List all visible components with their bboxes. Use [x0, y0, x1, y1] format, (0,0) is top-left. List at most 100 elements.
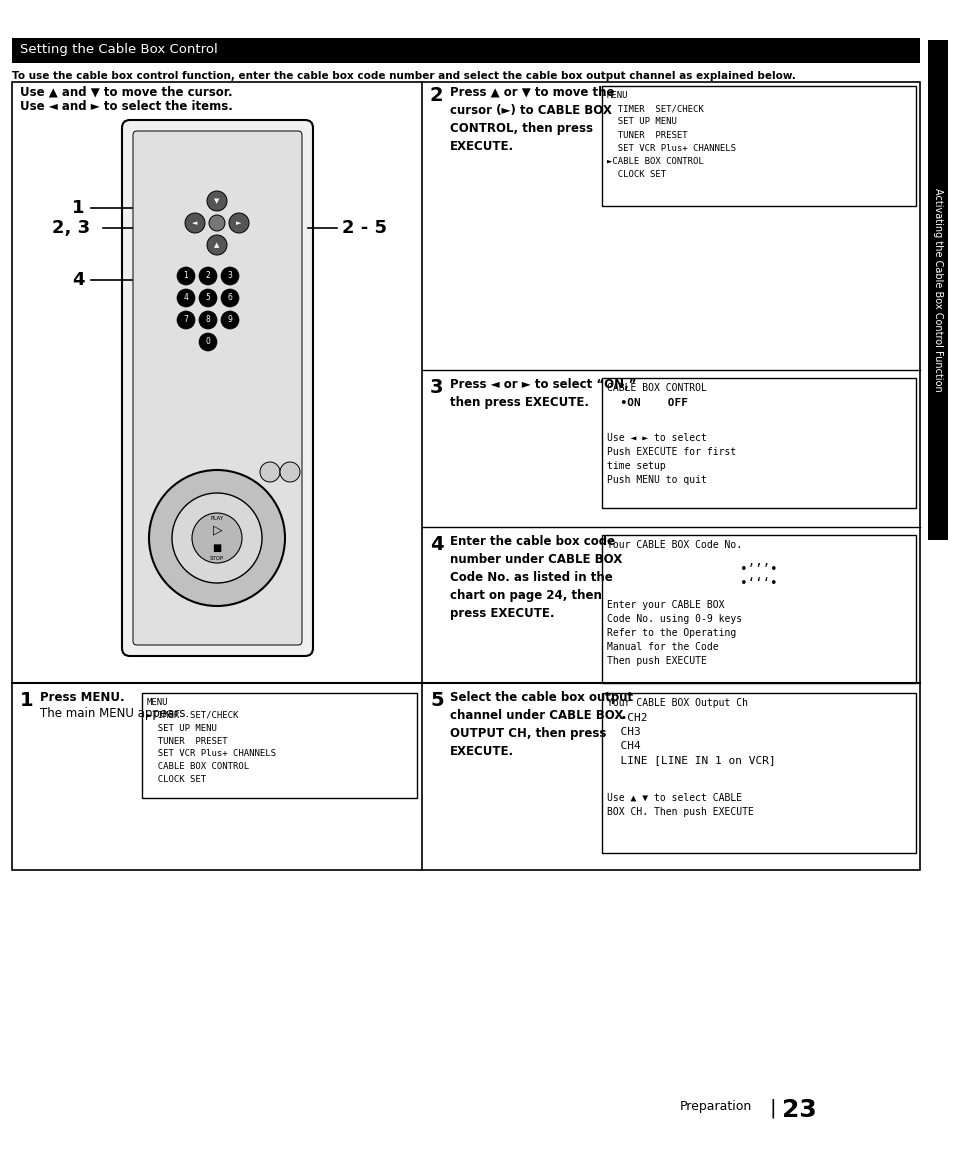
Text: ▼: ▼: [214, 198, 219, 204]
Bar: [150, 153, 234, 173]
Bar: [260, 155, 274, 169]
Text: Preparation: Preparation: [679, 1100, 752, 1114]
Bar: [256, 276, 285, 289]
Text: 3: 3: [228, 272, 233, 281]
Bar: [276, 489, 294, 503]
Text: Your CABLE BOX Output Ch: Your CABLE BOX Output Ch: [606, 698, 747, 708]
Bar: [601, 378, 915, 508]
Text: 5: 5: [430, 691, 443, 710]
Text: 8: 8: [206, 316, 211, 324]
Bar: [142, 208, 160, 220]
Text: •’’’•: •’’’•: [740, 563, 777, 576]
Text: PLAY: PLAY: [211, 515, 223, 520]
Text: •‘‘‘•: •‘‘‘•: [740, 577, 777, 590]
Bar: [166, 372, 184, 382]
Text: Activating the Cable Box Control Function: Activating the Cable Box Control Functio…: [932, 188, 942, 392]
Circle shape: [221, 311, 239, 329]
Bar: [280, 155, 294, 169]
Circle shape: [177, 289, 194, 307]
Text: ◄: ◄: [193, 220, 197, 226]
Bar: [601, 86, 915, 206]
Bar: [927, 40, 947, 540]
Text: Enter the cable box code
number under CABLE BOX
Code No. as listed in the
chart : Enter the cable box code number under CA…: [450, 535, 621, 620]
Circle shape: [221, 267, 239, 285]
Bar: [164, 410, 182, 423]
Circle shape: [199, 311, 216, 329]
Bar: [208, 428, 226, 441]
Bar: [142, 428, 160, 441]
Circle shape: [229, 213, 249, 233]
Circle shape: [192, 513, 242, 563]
Bar: [164, 392, 182, 405]
Text: ▷: ▷: [213, 524, 223, 536]
Text: 2, 3: 2, 3: [52, 219, 90, 237]
Circle shape: [185, 213, 205, 233]
Circle shape: [177, 267, 194, 285]
Circle shape: [280, 462, 299, 482]
Circle shape: [207, 191, 227, 211]
Circle shape: [199, 289, 216, 307]
Text: 1: 1: [71, 199, 85, 217]
Text: Select the cable box output
channel under CABLE BOX
OUTPUT CH, then press
EXECUT: Select the cable box output channel unde…: [450, 691, 633, 758]
Circle shape: [207, 236, 227, 255]
Text: Use ◄ and ► to select the items.: Use ◄ and ► to select the items.: [20, 100, 233, 113]
Circle shape: [149, 470, 285, 606]
Text: 1: 1: [183, 272, 188, 281]
Bar: [270, 225, 292, 237]
Bar: [12, 38, 919, 63]
Text: Press ◄ or ► to select “ON,”
then press EXECUTE.: Press ◄ or ► to select “ON,” then press …: [450, 378, 636, 409]
Text: ▲: ▲: [214, 243, 219, 248]
FancyBboxPatch shape: [132, 131, 302, 645]
Text: The main MENU appears.: The main MENU appears.: [40, 707, 189, 719]
Text: 4: 4: [430, 535, 443, 554]
Circle shape: [221, 289, 239, 307]
Circle shape: [199, 333, 216, 351]
Bar: [256, 361, 285, 374]
Text: Press ▲ or ▼ to move the
cursor (►) to CABLE BOX
CONTROL, then press
EXECUTE.: Press ▲ or ▼ to move the cursor (►) to C…: [450, 86, 614, 153]
Bar: [142, 447, 160, 459]
Text: Use ◄ ► to select
Push EXECUTE for first
time setup
Push MENU to quit: Use ◄ ► to select Push EXECUTE for first…: [606, 433, 736, 485]
Bar: [142, 451, 156, 465]
Text: 3: 3: [430, 378, 443, 396]
Bar: [186, 428, 204, 441]
Text: Press MENU.: Press MENU.: [40, 691, 125, 704]
Bar: [142, 278, 158, 288]
Circle shape: [172, 493, 262, 583]
Circle shape: [260, 462, 280, 482]
Text: To use the cable box control function, enter the cable box code number and selec: To use the cable box control function, e…: [12, 71, 795, 80]
Bar: [601, 535, 915, 683]
Bar: [186, 447, 204, 459]
Text: |: |: [769, 1098, 776, 1117]
Bar: [164, 428, 182, 441]
Text: Use ▲ ▼ to select CABLE
BOX CH. Then push EXECUTE: Use ▲ ▼ to select CABLE BOX CH. Then pus…: [606, 793, 753, 817]
Text: 6: 6: [228, 294, 233, 302]
Bar: [256, 293, 285, 305]
Text: CABLE BOX CONTROL: CABLE BOX CONTROL: [606, 382, 706, 393]
Bar: [12, 82, 919, 870]
Bar: [256, 326, 285, 340]
Bar: [256, 344, 285, 357]
Text: 2: 2: [430, 86, 443, 105]
Text: STOP: STOP: [210, 555, 224, 561]
Circle shape: [199, 267, 216, 285]
Bar: [270, 208, 292, 220]
Text: •ON    OFF: •ON OFF: [606, 398, 687, 408]
Circle shape: [177, 311, 194, 329]
Bar: [164, 447, 182, 459]
Text: 1: 1: [20, 691, 33, 710]
Text: Enter your CABLE BOX
Code No. using 0-9 keys
Refer to the Operating
Manual for t: Enter your CABLE BOX Code No. using 0-9 …: [606, 600, 741, 666]
Text: 5: 5: [205, 294, 211, 302]
Bar: [208, 392, 226, 405]
Text: Your CABLE BOX Code No.: Your CABLE BOX Code No.: [606, 540, 741, 550]
Bar: [208, 410, 226, 423]
Text: 9: 9: [228, 316, 233, 324]
Text: 4: 4: [71, 271, 85, 289]
Text: •CH2
  CH3
  CH4
  LINE [LINE IN 1 on VCR]: •CH2 CH3 CH4 LINE [LINE IN 1 on VCR]: [606, 712, 775, 765]
Bar: [142, 693, 416, 798]
Text: ■: ■: [213, 543, 221, 553]
Bar: [186, 410, 204, 423]
Text: 2 - 5: 2 - 5: [341, 219, 387, 237]
Text: 4: 4: [183, 294, 189, 302]
Text: 23: 23: [781, 1098, 816, 1122]
Text: Use ▲ and ▼ to move the cursor.: Use ▲ and ▼ to move the cursor.: [20, 86, 233, 99]
